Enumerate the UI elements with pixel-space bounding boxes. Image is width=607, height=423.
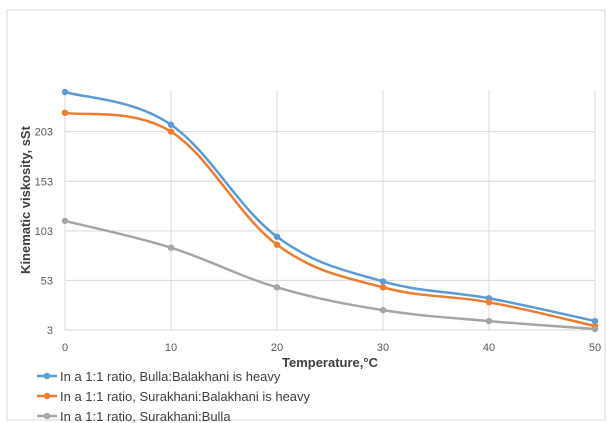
legend-marker-2: [43, 392, 51, 400]
y-tick-label: 203: [35, 127, 53, 139]
chart-border: [6, 9, 606, 421]
y-tick-label: 3: [47, 325, 53, 337]
x-tick-label: 30: [377, 342, 389, 354]
gridlines: [64, 90, 596, 331]
series-lines: [64, 90, 596, 331]
x-tick-labels: 0 10 20 30 40 50: [62, 342, 601, 354]
series-points: [61, 88, 599, 333]
data-point-series-2: [61, 109, 69, 117]
data-point-series-3: [61, 217, 69, 225]
legend-marker-3: [43, 412, 51, 420]
x-axis-title: Temperature,°C: [282, 355, 379, 370]
legend-label-3: In a 1:1 ratio, Surakhani:Bulla: [60, 409, 231, 423]
series-line-3: [64, 219, 596, 331]
y-tick-label: 153: [35, 176, 53, 188]
data-point-series-1: [379, 278, 387, 285]
data-point-series-2: [379, 284, 387, 291]
data-point-series-3: [167, 244, 175, 251]
data-point-series-3: [485, 317, 493, 325]
legend: In a 1:1 ratio, Bulla:Balakhani is heavy…: [37, 369, 311, 423]
legend-label-1: In a 1:1 ratio, Bulla:Balakhani is heavy: [60, 369, 281, 384]
y-tick-labels: 3 53 103 153 203: [35, 127, 53, 337]
series-line-1: [64, 90, 596, 323]
data-point-series-3: [591, 325, 599, 333]
data-point-series-1: [273, 233, 281, 240]
x-tick-label: 20: [271, 342, 283, 354]
series-line-2: [64, 111, 596, 328]
data-point-series-1: [591, 317, 599, 325]
data-point-series-2: [167, 128, 175, 135]
y-axis-title: Kinematic viskosity, sSt: [18, 125, 33, 274]
data-point-series-2: [273, 241, 281, 248]
legend-marker-1: [43, 372, 51, 380]
x-tick-label: 50: [589, 342, 601, 354]
x-tick-label: 0: [62, 342, 68, 354]
data-point-series-3: [273, 284, 281, 291]
x-tick-label: 40: [483, 342, 495, 354]
y-tick-label: 53: [41, 275, 53, 287]
legend-label-2: In a 1:1 ratio, Surakhani:Balakhani is h…: [60, 389, 311, 404]
data-point-series-3: [379, 306, 387, 314]
y-tick-label: 103: [35, 226, 53, 238]
x-tick-label: 10: [165, 342, 177, 354]
data-point-series-1: [61, 88, 69, 96]
data-point-series-1: [167, 121, 175, 128]
data-point-series-2: [485, 299, 493, 306]
